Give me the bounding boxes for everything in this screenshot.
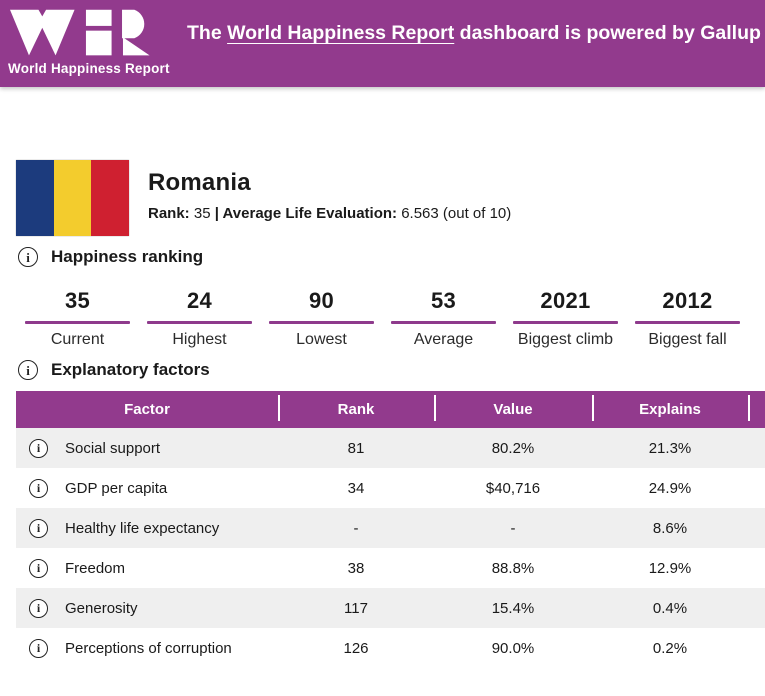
whr-logo[interactable]: World Happiness Report: [8, 9, 173, 76]
factor-explains: 0.4%: [652, 599, 688, 617]
life-eval-value: 6.563 (out of 10): [397, 205, 512, 222]
table-row-freedom: i Freedom 38 88.8% 12.9%: [16, 548, 765, 588]
factor-name: Freedom: [65, 559, 126, 577]
stat-value: 2012: [662, 288, 713, 313]
ranking-stats: 35 Current 24 Highest 90 Lowest 53 Avera…: [25, 288, 765, 349]
info-icon[interactable]: i: [29, 558, 48, 578]
app-header: World Happiness Report The World Happine…: [0, 0, 765, 87]
factor-rank: 126: [343, 639, 369, 657]
stat-label: Biggest climb: [517, 331, 614, 348]
factor-name: Social support: [65, 439, 161, 457]
romania-flag: [16, 160, 130, 236]
stat-label: Current: [50, 331, 105, 348]
factor-explains: 21.3%: [648, 439, 692, 457]
info-icon[interactable]: i: [18, 247, 38, 267]
stat-label: Average: [413, 331, 474, 348]
whr-report-link[interactable]: World Happiness Report: [227, 22, 455, 44]
divider: |: [214, 205, 223, 222]
col-overflow: [748, 391, 765, 428]
life-eval-label: Average Life Evaluation:: [222, 205, 398, 222]
explanatory-factors-heading: i Explanatory factors: [16, 360, 765, 380]
factor-value: -: [510, 519, 516, 537]
happiness-ranking-heading: i Happiness ranking: [16, 247, 765, 267]
info-icon[interactable]: i: [29, 438, 48, 458]
stat-label: Lowest: [296, 331, 347, 348]
flag-yellow-stripe: [53, 160, 92, 236]
factor-value: $40,716: [485, 479, 541, 497]
header-tagline: The World Happiness Report dashboard is …: [187, 22, 761, 45]
factor-value: 15.4%: [491, 599, 535, 617]
rank-value: 35: [189, 205, 215, 222]
flag-blue-stripe: [16, 160, 54, 236]
table-body: i Social support 81 80.2% 21.3% i GDP pe…: [16, 428, 765, 668]
table-header-row: Factor Rank Value Explains: [16, 391, 765, 428]
factor-value: 88.8%: [491, 559, 535, 577]
factor-name: Generosity: [65, 599, 138, 617]
factor-explains: 12.9%: [648, 559, 692, 577]
stat-value: 35: [64, 288, 91, 313]
table-row-healthy-life: i Healthy life expectancy - - 8.6%: [16, 508, 765, 548]
stat-underline: [269, 321, 374, 324]
factor-rank: 38: [347, 559, 365, 577]
whr-logo-icon: [10, 9, 150, 56]
country-name: Romania: [148, 169, 251, 196]
col-rank: Rank: [278, 391, 434, 428]
col-factor: Factor: [124, 401, 170, 418]
factors-table: Factor Rank Value Explains i Social supp…: [16, 391, 765, 668]
col-value: Value: [434, 391, 592, 428]
factor-rank: -: [353, 519, 359, 537]
stat-underline: [147, 321, 252, 324]
info-icon[interactable]: i: [18, 360, 38, 380]
stat-label: Biggest fall: [648, 331, 727, 348]
section-title: Explanatory factors: [51, 360, 210, 379]
factor-explains: 8.6%: [652, 519, 688, 537]
factor-rank: 117: [344, 599, 368, 617]
info-icon[interactable]: i: [29, 518, 48, 538]
factor-rank: 81: [347, 439, 365, 457]
stat-value: 53: [430, 288, 457, 313]
factor-name: Healthy life expectancy: [65, 519, 220, 537]
stat-biggest-fall: 2012 Biggest fall: [635, 288, 740, 349]
flag-red-stripe: [91, 160, 130, 236]
stat-average: 53 Average: [391, 288, 496, 349]
stat-underline: [635, 321, 740, 324]
stat-value: 24: [186, 288, 213, 313]
factor-value: 90.0%: [491, 639, 535, 657]
logo-subtitle: World Happiness Report: [8, 61, 170, 76]
tagline-suffix: dashboard is powered by Gallup: [454, 22, 761, 44]
country-text: Romania Rank: 35 | Average Life Evaluati…: [148, 160, 511, 236]
info-icon[interactable]: i: [29, 478, 48, 498]
table-row-gdp: i GDP per capita 34 $40,716 24.9%: [16, 468, 765, 508]
stat-value: 90: [308, 288, 335, 313]
stat-underline: [25, 321, 130, 324]
stat-lowest: 90 Lowest: [269, 288, 374, 349]
stat-underline: [391, 321, 496, 324]
col-explains: Explains: [592, 391, 748, 428]
stat-biggest-climb: 2021 Biggest climb: [513, 288, 618, 349]
stat-underline: [513, 321, 618, 324]
dashboard-content: Romania Rank: 35 | Average Life Evaluati…: [0, 160, 765, 668]
info-icon[interactable]: i: [29, 638, 48, 658]
factor-name: GDP per capita: [65, 479, 168, 497]
table-row-social-support: i Social support 81 80.2% 21.3%: [16, 428, 765, 468]
table-row-corruption: i Perceptions of corruption 126 90.0% 0.…: [16, 628, 765, 668]
info-icon[interactable]: i: [29, 598, 48, 618]
country-subtitle: Rank: 35 | Average Life Evaluation: 6.56…: [148, 205, 511, 222]
section-title: Happiness ranking: [51, 247, 204, 266]
factor-rank: 34: [347, 479, 365, 497]
stat-highest: 24 Highest: [147, 288, 252, 349]
factor-name: Perceptions of corruption: [65, 639, 232, 657]
factor-value: 80.2%: [491, 439, 535, 457]
stat-label: Highest: [172, 331, 227, 348]
tagline-prefix: The: [187, 22, 228, 44]
factor-explains: 0.2%: [652, 639, 688, 657]
stat-current: 35 Current: [25, 288, 130, 349]
table-row-generosity: i Generosity 117 15.4% 0.4%: [16, 588, 765, 628]
stat-value: 2021: [540, 288, 591, 313]
country-header: Romania Rank: 35 | Average Life Evaluati…: [16, 160, 765, 236]
factor-explains: 24.9%: [648, 479, 692, 497]
rank-label: Rank:: [148, 205, 190, 222]
